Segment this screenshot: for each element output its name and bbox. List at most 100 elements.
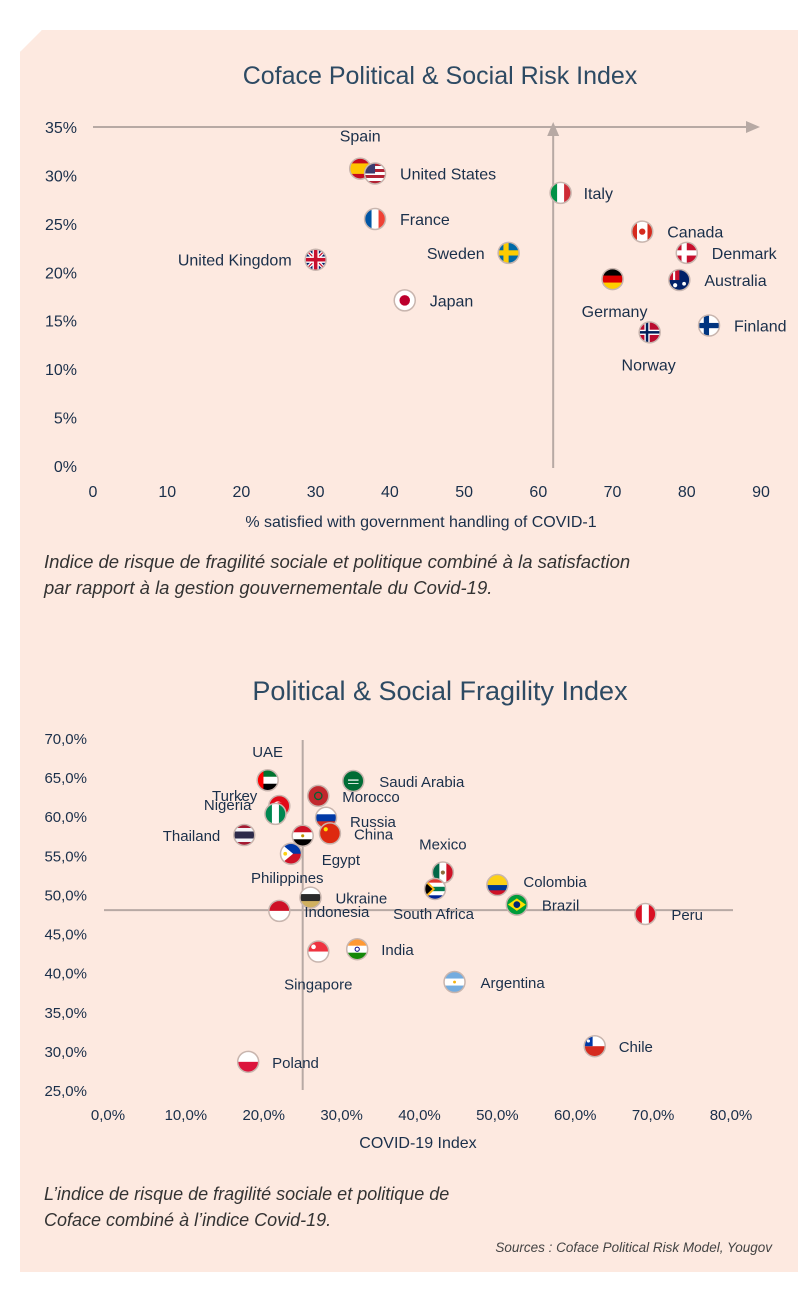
point-label: Egypt [322, 852, 361, 869]
italy-flag-icon [550, 182, 572, 204]
x-tick-label: 20,0% [242, 1107, 285, 1124]
point-label: South Africa [393, 906, 475, 923]
x-tick-label: 80,0% [710, 1107, 753, 1124]
point-label: Germany [582, 304, 648, 321]
x-tick-label: 70 [604, 484, 622, 501]
point-label: UAE [252, 744, 283, 761]
norway-flag-icon [639, 321, 661, 343]
y-tick-label: 25% [45, 217, 77, 234]
x-tick-label: 50 [455, 484, 473, 501]
x-arrowhead-icon [746, 121, 760, 133]
x-tick-label: 0 [89, 484, 98, 501]
data-point-sweden: Sweden [427, 241, 520, 265]
point-label: Sweden [427, 246, 485, 263]
y-tick-label: 25,0% [44, 1083, 87, 1100]
y-tick-label: 40,0% [44, 966, 87, 983]
india-flag-icon [346, 938, 368, 960]
caption-chart1-line2: par rapport à la gestion gouvernementale… [44, 577, 493, 598]
point-label: Colombia [523, 874, 587, 891]
x-tick-label: 0,0% [91, 1107, 125, 1124]
y-tick-label: 30% [45, 168, 77, 185]
poland-flag-icon [237, 1051, 259, 1073]
singapore-flag-icon [307, 941, 329, 963]
data-point-japan: Japan [393, 289, 473, 312]
data-point-mexico: Mexico [419, 837, 467, 884]
point-label: Canada [667, 225, 723, 242]
data-point-spain: Spain [340, 129, 381, 180]
x-tick-label: 50,0% [476, 1107, 519, 1124]
data-point-indonesia: Indonesia [268, 899, 370, 923]
y-arrowhead-icon [547, 122, 560, 136]
data-point-germany: Germany [582, 267, 648, 321]
point-label: Poland [272, 1055, 319, 1072]
data-point-brazil: Brazil [505, 893, 580, 916]
nigeria-flag-icon [264, 803, 286, 825]
data-point-norway: Norway [622, 321, 676, 374]
caption-chart2-line1: L’indice de risque de fragilité sociale … [44, 1184, 450, 1204]
data-point-uae: UAE [252, 744, 283, 792]
x-tick-label: 40 [381, 484, 399, 501]
point-label: Singapore [284, 977, 352, 994]
chart1-x-axis-label: % satisfied with government handling of … [245, 514, 596, 531]
colombia-flag-icon [486, 874, 508, 896]
y-tick-label: 0% [54, 459, 77, 476]
thailand-flag-icon [233, 824, 255, 846]
y-tick-label: 60,0% [44, 809, 87, 826]
data-point-colombia: Colombia [486, 873, 587, 897]
chart1-plot: 0% 5% 10% 15% 20% 25% 30% 35% 0 10 20 30 40 50 60 70 80 9… [45, 120, 787, 501]
x-tick-label: 60,0% [554, 1107, 597, 1124]
chile-flag-icon [584, 1035, 606, 1057]
canada-flag-icon [631, 221, 653, 243]
x-tick-label: 80 [678, 484, 696, 501]
x-tick-label: 60 [529, 484, 547, 501]
caption-chart2: L’indice de risque de fragilité sociale … [44, 1181, 704, 1233]
point-label: Ukraine [335, 891, 387, 908]
y-tick-label: 45,0% [44, 927, 87, 944]
x-tick-label: 30,0% [320, 1107, 363, 1124]
point-label: Turkey [212, 788, 258, 805]
data-point-nigeria: Nigeria [204, 797, 287, 826]
caption-chart1-line1: Indice de risque de fragilité sociale et… [44, 551, 631, 572]
caption-chart2-line2: Coface combiné à l’indice Covid-19. [44, 1210, 332, 1230]
data-point-china: China [318, 822, 394, 845]
data-point-philippines: Philippines [251, 842, 324, 887]
data-point-ukraine: Ukraine [299, 886, 387, 909]
data-point-peru: Peru [634, 902, 703, 926]
chart2-x-axis-label: COVID-19 Index [359, 1135, 476, 1152]
mexico-flag-icon [432, 862, 454, 884]
x-tick-label: 70,0% [632, 1107, 675, 1124]
y-tick-label: 50,0% [44, 887, 87, 904]
point-label: Denmark [712, 246, 778, 263]
point-label: Finland [734, 319, 786, 336]
data-point-morocco: Morocco [307, 784, 400, 808]
point-label: Argentina [481, 975, 546, 992]
data-point-saudi-arabia: Saudi Arabia [342, 769, 465, 793]
y-tick-label: 70,0% [44, 731, 87, 748]
data-point-poland: Poland [236, 1050, 319, 1074]
peru-flag-icon [634, 903, 656, 925]
point-label: Philippines [251, 870, 324, 887]
data-point-singapore: Singapore [284, 940, 352, 994]
point-label: Spain [340, 129, 381, 146]
point-label: Brazil [542, 898, 580, 915]
argentina-flag-icon [444, 971, 466, 993]
point-label: Mexico [419, 837, 467, 854]
saudi-arabia-flag-icon [342, 770, 364, 792]
x-tick-label: 10 [158, 484, 176, 501]
finland-flag-icon [698, 315, 720, 337]
data-point-south-africa: South Africa [393, 877, 475, 923]
data-point-australia: Australia [668, 268, 767, 292]
egypt-flag-icon [292, 825, 314, 847]
indonesia-flag-icon [268, 900, 290, 922]
y-tick-label: 35% [45, 120, 77, 137]
chart2-title: Political & Social Fragility Index [252, 676, 628, 706]
ukraine-flag-icon [299, 887, 321, 909]
data-point-italy: Italy [549, 181, 613, 205]
x-tick-label: 30 [307, 484, 325, 501]
y-tick-label: 15% [45, 314, 77, 331]
point-label: Peru [671, 907, 703, 924]
data-point-finland: Finland [697, 314, 787, 337]
y-tick-label: 55,0% [44, 848, 87, 865]
usa-flag-icon [364, 162, 386, 184]
